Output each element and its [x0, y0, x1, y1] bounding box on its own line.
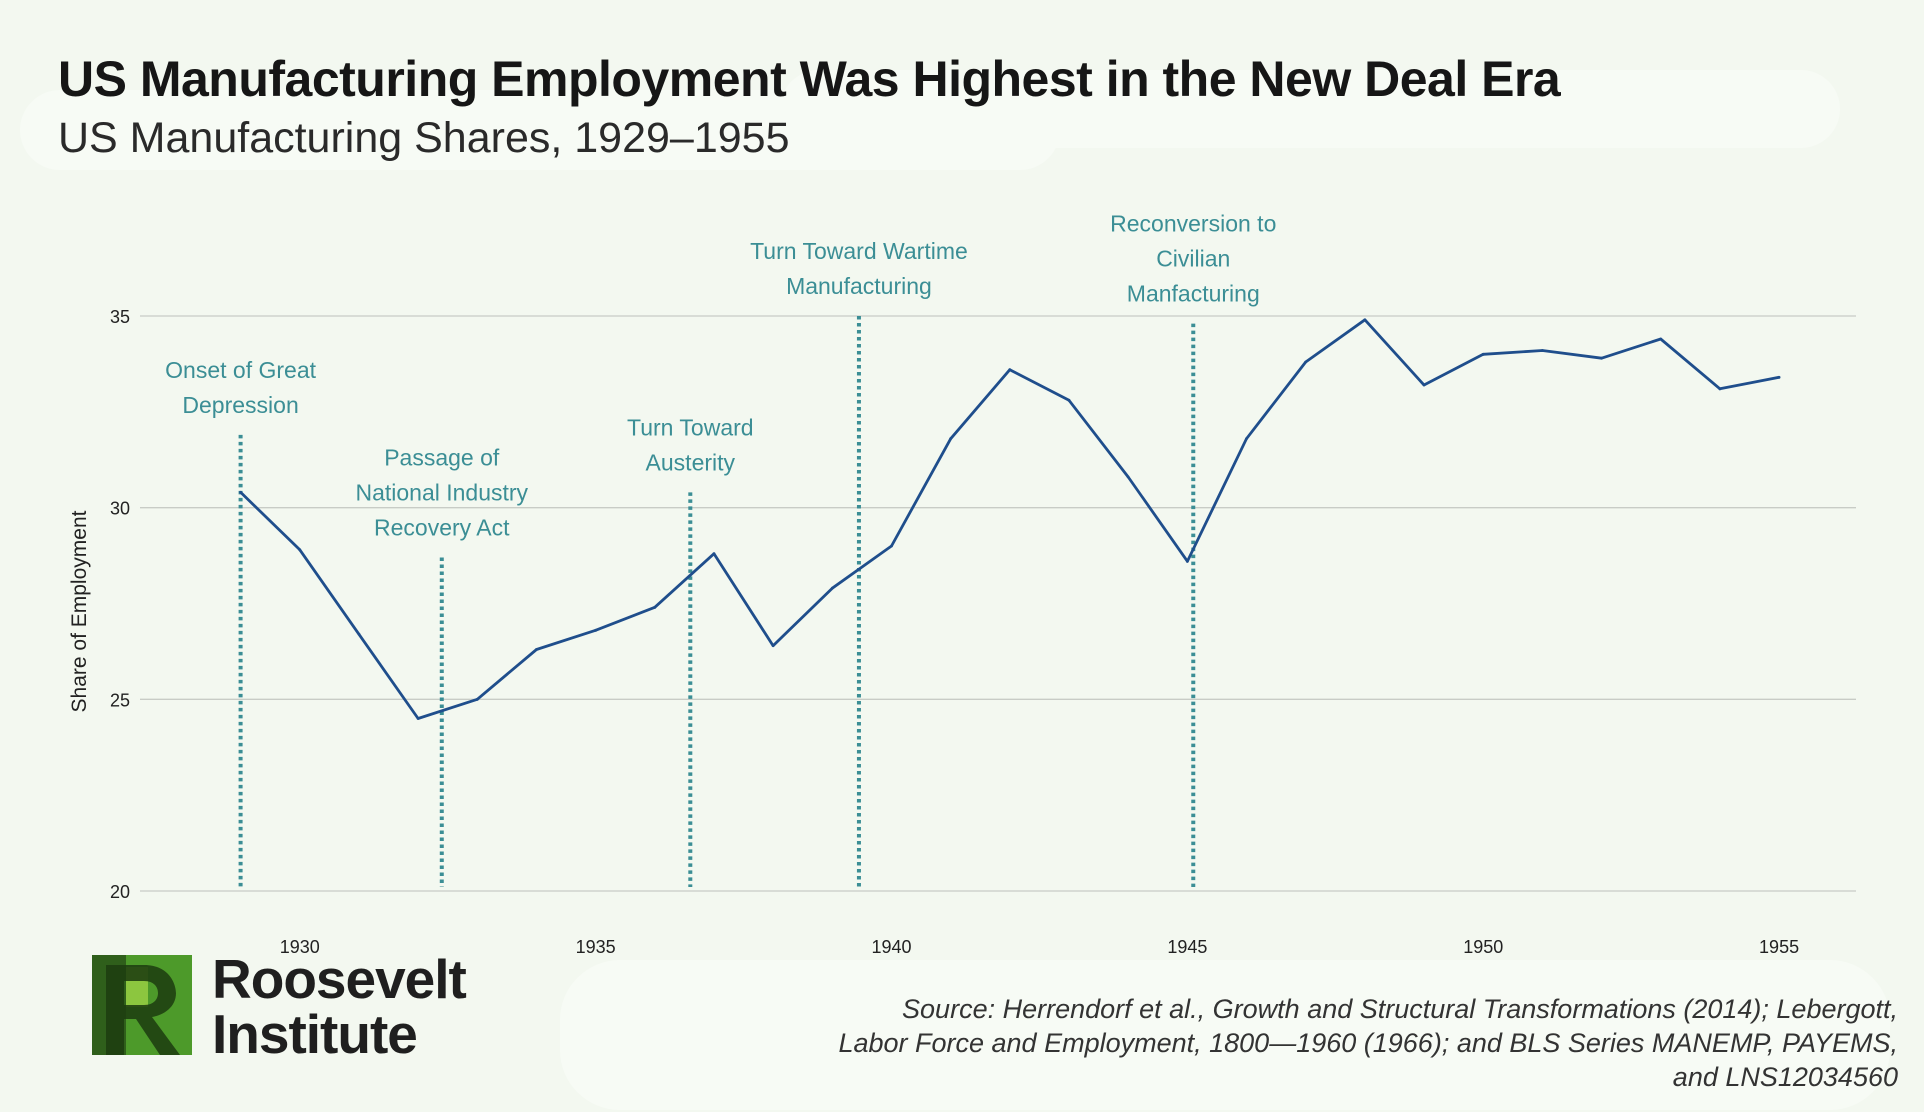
annotation-label: Turn Toward Wartime — [750, 238, 968, 264]
data-series — [239, 318, 1781, 720]
annotation-label: Austerity — [646, 449, 736, 475]
data-point — [298, 548, 302, 552]
data-point — [535, 648, 538, 651]
x-tick-label: 1950 — [1463, 937, 1503, 957]
annotation-label: Passage of — [384, 445, 500, 471]
data-point — [949, 437, 953, 441]
data-point — [830, 586, 834, 590]
data-point — [1126, 475, 1130, 479]
annotation-label: Turn Toward — [627, 414, 754, 440]
data-point — [1718, 387, 1722, 391]
annotation-label: Onset of Great — [165, 357, 316, 383]
annotation-label: Recovery Act — [374, 515, 510, 541]
data-point — [1481, 352, 1485, 356]
chart-subtitle: US Manufacturing Shares, 1929–1955 — [58, 114, 790, 162]
data-point — [1304, 360, 1308, 364]
data-point — [712, 552, 716, 556]
data-point — [890, 544, 893, 548]
data-point — [1008, 368, 1012, 372]
brand-name: Roosevelt Institute — [212, 948, 467, 1065]
annotations: Onset of Great Depression Passage of Nation… — [165, 211, 1276, 887]
data-point — [239, 490, 242, 494]
data-point — [1185, 559, 1189, 563]
x-tick-label: 1945 — [1167, 937, 1207, 957]
annotation-label: Civilian — [1156, 246, 1230, 272]
data-point — [594, 628, 598, 632]
source-line: Source: Herrendorf et al., Growth and St… — [902, 994, 1898, 1024]
x-tick-label: 1955 — [1759, 937, 1799, 957]
y-tick-label: 35 — [110, 307, 130, 327]
data-point — [1540, 349, 1544, 352]
background-shape — [20, 90, 1060, 170]
axes: 20 25 30 35 1930 1935 1940 1945 1950 1955 Share of… — [68, 307, 1799, 957]
data-point — [1422, 383, 1426, 387]
data-point — [357, 632, 361, 636]
data-point — [1067, 398, 1071, 402]
annotation-label: Depression — [182, 392, 298, 418]
y-tick-label: 30 — [110, 499, 130, 519]
brand-name-line1: Roosevelt — [212, 948, 467, 1010]
data-point — [1245, 437, 1248, 441]
annotation-label: Reconversion to — [1110, 211, 1276, 237]
annotation-label: Manfacturing — [1127, 281, 1260, 307]
data-point — [1777, 375, 1781, 379]
source-line: Labor Force and Employment, 1800—1960 (1… — [838, 1028, 1898, 1058]
gridlines — [140, 315, 1856, 892]
y-tick-label: 20 — [110, 882, 130, 902]
data-point — [1600, 356, 1603, 360]
x-tick-label: 1940 — [871, 937, 911, 957]
source-line: and LNS12034560 — [1672, 1062, 1898, 1092]
data-point — [475, 697, 479, 701]
annotation-label: Manufacturing — [786, 273, 932, 299]
roosevelt-r-logo-icon — [92, 955, 192, 1055]
y-axis-label: Share of Employment — [68, 510, 91, 712]
data-point — [653, 605, 657, 609]
chart-title: US Manufacturing Employment Was Highest … — [58, 51, 1561, 107]
data-point — [771, 644, 775, 648]
y-tick-label: 25 — [110, 690, 130, 710]
data-point — [1363, 318, 1367, 322]
source-note: Source: Herrendorf et al., Growth and St… — [698, 992, 1898, 1094]
brand-name-line2: Institute — [212, 1003, 418, 1065]
logo-r-bowl — [106, 965, 180, 1055]
background-shape — [560, 960, 1890, 1110]
x-tick-label: 1935 — [576, 937, 616, 957]
data-point — [416, 717, 420, 720]
data-point — [1659, 337, 1663, 341]
x-tick-label: 1930 — [280, 937, 320, 957]
annotation-label: National Industry — [355, 480, 528, 506]
